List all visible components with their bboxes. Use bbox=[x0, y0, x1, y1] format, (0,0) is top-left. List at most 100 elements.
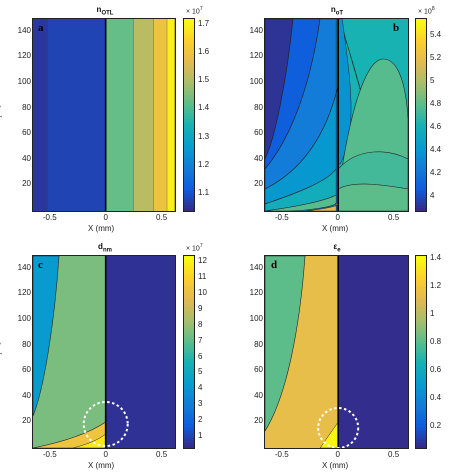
x-tick-label: 0.5 bbox=[156, 450, 168, 459]
y-tick-label: 60 bbox=[22, 365, 31, 375]
colorbar-step bbox=[184, 298, 194, 302]
heatmap-band bbox=[105, 19, 134, 211]
colorbar-tick-label: 6 bbox=[198, 351, 203, 361]
colorbar-step bbox=[416, 265, 426, 269]
highlight-circle bbox=[82, 401, 129, 447]
colorbar-step bbox=[416, 169, 426, 173]
colorbar-step bbox=[416, 157, 426, 161]
panel-c-y-label: Ej/Ec bbox=[0, 342, 2, 359]
colorbar-step bbox=[184, 355, 194, 359]
colorbar-step bbox=[416, 58, 426, 62]
colorbar-step bbox=[416, 337, 426, 341]
panel-b-x-label: X (mm) bbox=[322, 224, 349, 233]
x-tick-label: 0 bbox=[103, 450, 108, 459]
colorbar-step bbox=[416, 22, 426, 26]
colorbar-step bbox=[416, 379, 426, 383]
colorbar-step bbox=[416, 373, 426, 377]
panel-b-label: b bbox=[393, 22, 400, 34]
colorbar-step bbox=[416, 178, 426, 182]
colorbar-step bbox=[416, 283, 426, 287]
colorbar-tick-label: 4 bbox=[198, 383, 203, 393]
colorbar-step bbox=[184, 364, 194, 368]
colorbar-step bbox=[184, 394, 194, 398]
colorbar-step bbox=[184, 406, 194, 410]
colorbar-step bbox=[184, 403, 194, 407]
panel-b-colorbar-gradient bbox=[416, 19, 426, 211]
panel-d-x-label: X (mm) bbox=[322, 461, 349, 470]
colorbar-step bbox=[184, 310, 194, 314]
panel-c-plot-area bbox=[32, 255, 176, 449]
colorbar-step bbox=[184, 103, 194, 107]
colorbar-step bbox=[416, 259, 426, 263]
heatmap-band bbox=[33, 19, 48, 211]
colorbar-step bbox=[184, 193, 194, 197]
x-tick-label: 0 bbox=[335, 213, 340, 222]
colorbar-step bbox=[184, 349, 194, 353]
colorbar-step bbox=[416, 307, 426, 311]
panel-c-heatmap bbox=[33, 256, 175, 448]
colorbar-step bbox=[184, 163, 194, 167]
y-tick-label: 60 bbox=[254, 128, 263, 138]
colorbar-step bbox=[184, 172, 194, 176]
colorbar-step bbox=[416, 91, 426, 95]
colorbar-step bbox=[184, 106, 194, 110]
colorbar-step bbox=[184, 256, 194, 260]
colorbar-tick-label: 11 bbox=[198, 272, 207, 282]
colorbar-step bbox=[416, 19, 426, 23]
panel-b-colorbar bbox=[415, 18, 427, 212]
panel-a-title: nOTL bbox=[96, 5, 114, 17]
y-tick-label: 20 bbox=[254, 416, 263, 426]
colorbar-step bbox=[416, 79, 426, 83]
colorbar-step bbox=[184, 34, 194, 38]
colorbar-step bbox=[184, 208, 194, 211]
colorbar-step bbox=[184, 22, 194, 26]
x-tick-label: 0.5 bbox=[156, 213, 168, 222]
colorbar-step bbox=[416, 301, 426, 305]
colorbar-step bbox=[416, 40, 426, 44]
colorbar-step bbox=[416, 346, 426, 350]
colorbar-step bbox=[184, 181, 194, 185]
colorbar-step bbox=[184, 76, 194, 80]
panel-a-label: a bbox=[38, 22, 44, 34]
colorbar-tick-label: 1.4 bbox=[198, 103, 210, 113]
colorbar-step bbox=[416, 268, 426, 272]
colorbar-step bbox=[416, 73, 426, 77]
colorbar-step bbox=[416, 319, 426, 323]
colorbar-tick-label: 12 bbox=[198, 256, 207, 266]
x-tick-label: 0.5 bbox=[388, 213, 400, 222]
colorbar-tick-label: 3 bbox=[198, 399, 203, 409]
colorbar-step bbox=[184, 175, 194, 179]
y-tick-label: 120 bbox=[17, 288, 31, 298]
colorbar-step bbox=[184, 415, 194, 419]
colorbar-step bbox=[416, 403, 426, 407]
contour-region bbox=[341, 58, 408, 168]
y-tick-label: 80 bbox=[254, 339, 263, 349]
colorbar-step bbox=[416, 421, 426, 425]
colorbar-step bbox=[416, 130, 426, 134]
colorbar-tick-label: 7 bbox=[198, 335, 203, 345]
y-tick-label: 140 bbox=[249, 25, 263, 35]
colorbar-tick-label: 1.2 bbox=[430, 280, 442, 290]
colorbar-step bbox=[416, 412, 426, 416]
colorbar-step bbox=[184, 277, 194, 281]
colorbar-step bbox=[416, 145, 426, 149]
colorbar-step bbox=[416, 274, 426, 278]
colorbar-step bbox=[184, 322, 194, 326]
colorbar-step bbox=[416, 187, 426, 191]
colorbar-step bbox=[416, 112, 426, 116]
colorbar-tick-label: 1.7 bbox=[198, 18, 210, 28]
colorbar-step bbox=[184, 124, 194, 128]
colorbar-step bbox=[416, 154, 426, 158]
colorbar-step bbox=[184, 139, 194, 143]
colorbar-tick-label: 1 bbox=[430, 308, 435, 318]
colorbar-step bbox=[416, 397, 426, 401]
panel-a-colorbar-exponent: × 107 bbox=[186, 6, 203, 16]
panel-b-title: noT bbox=[330, 5, 344, 17]
y-tick-label: 20 bbox=[22, 179, 31, 189]
colorbar-step bbox=[416, 34, 426, 38]
colorbar-step bbox=[416, 286, 426, 290]
colorbar-tick-label: 5 bbox=[430, 76, 435, 86]
colorbar-step bbox=[416, 400, 426, 404]
panel-b-plot-area bbox=[264, 18, 409, 212]
heatmap-region bbox=[265, 256, 306, 432]
